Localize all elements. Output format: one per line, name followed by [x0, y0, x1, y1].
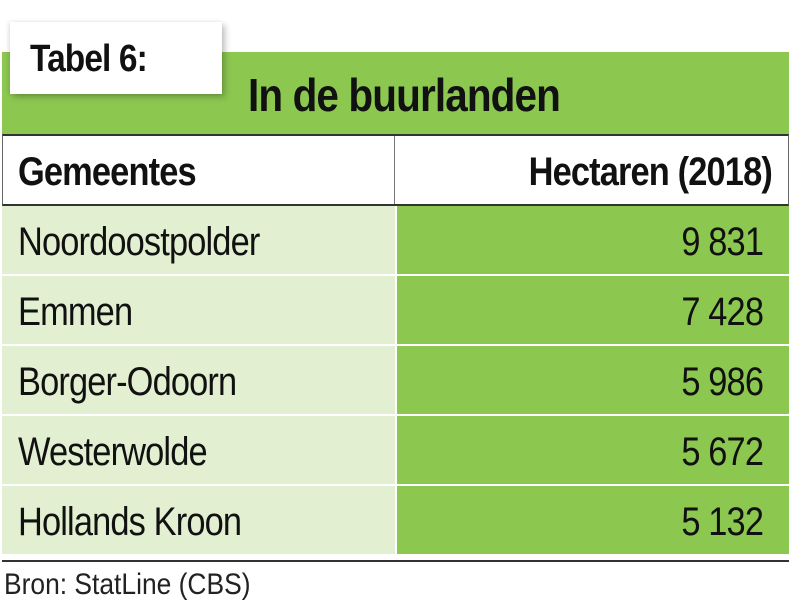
source-note: Bron: StatLine (CBS): [4, 568, 251, 601]
cell-gemeente: Noordoostpolder: [2, 206, 395, 274]
cell-gemeente: Hollands Kroon: [2, 486, 395, 554]
table-row: Hollands Kroon 5 132: [2, 486, 789, 556]
cell-hectaren: 9 831: [397, 206, 789, 274]
table-label: Tabel 6:: [30, 38, 148, 80]
cell-hectaren: 7 428: [397, 276, 789, 344]
gemeente-name: Westerwolde: [18, 430, 208, 474]
table-row: Westerwolde 5 672: [2, 416, 789, 486]
gemeente-name: Emmen: [18, 290, 133, 334]
cell-hectaren: 5 986: [397, 346, 789, 414]
column-header-hectaren: Hectaren (2018): [528, 150, 773, 194]
hectaren-value: 7 428: [681, 290, 764, 334]
table-header-row: [2, 134, 789, 206]
cell-gemeente: Borger-Odoorn: [2, 346, 395, 414]
gemeente-name: Hollands Kroon: [18, 500, 242, 544]
header-divider: [394, 136, 395, 204]
table-row: Borger-Odoorn 5 986: [2, 346, 789, 416]
table-bottom-rule: [2, 560, 789, 562]
gemeente-name: Borger-Odoorn: [18, 360, 237, 404]
cell-gemeente: Emmen: [2, 276, 395, 344]
cell-hectaren: 5 132: [397, 486, 789, 554]
table-label-tab: [10, 22, 222, 94]
cell-hectaren: 5 672: [397, 416, 789, 484]
table-body: Noordoostpolder 9 831 Emmen 7 428 Borger…: [2, 206, 789, 556]
hectaren-value: 5 672: [681, 430, 764, 474]
table-row: Emmen 7 428: [2, 276, 789, 346]
column-header-gemeentes: Gemeentes: [18, 150, 197, 194]
hectaren-value: 9 831: [681, 220, 764, 264]
table-title: In de buurlanden: [248, 69, 561, 121]
gemeente-name: Noordoostpolder: [18, 220, 260, 264]
table-row: Noordoostpolder 9 831: [2, 206, 789, 276]
hectaren-value: 5 132: [681, 500, 764, 544]
cell-gemeente: Westerwolde: [2, 416, 395, 484]
hectaren-value: 5 986: [681, 360, 764, 404]
